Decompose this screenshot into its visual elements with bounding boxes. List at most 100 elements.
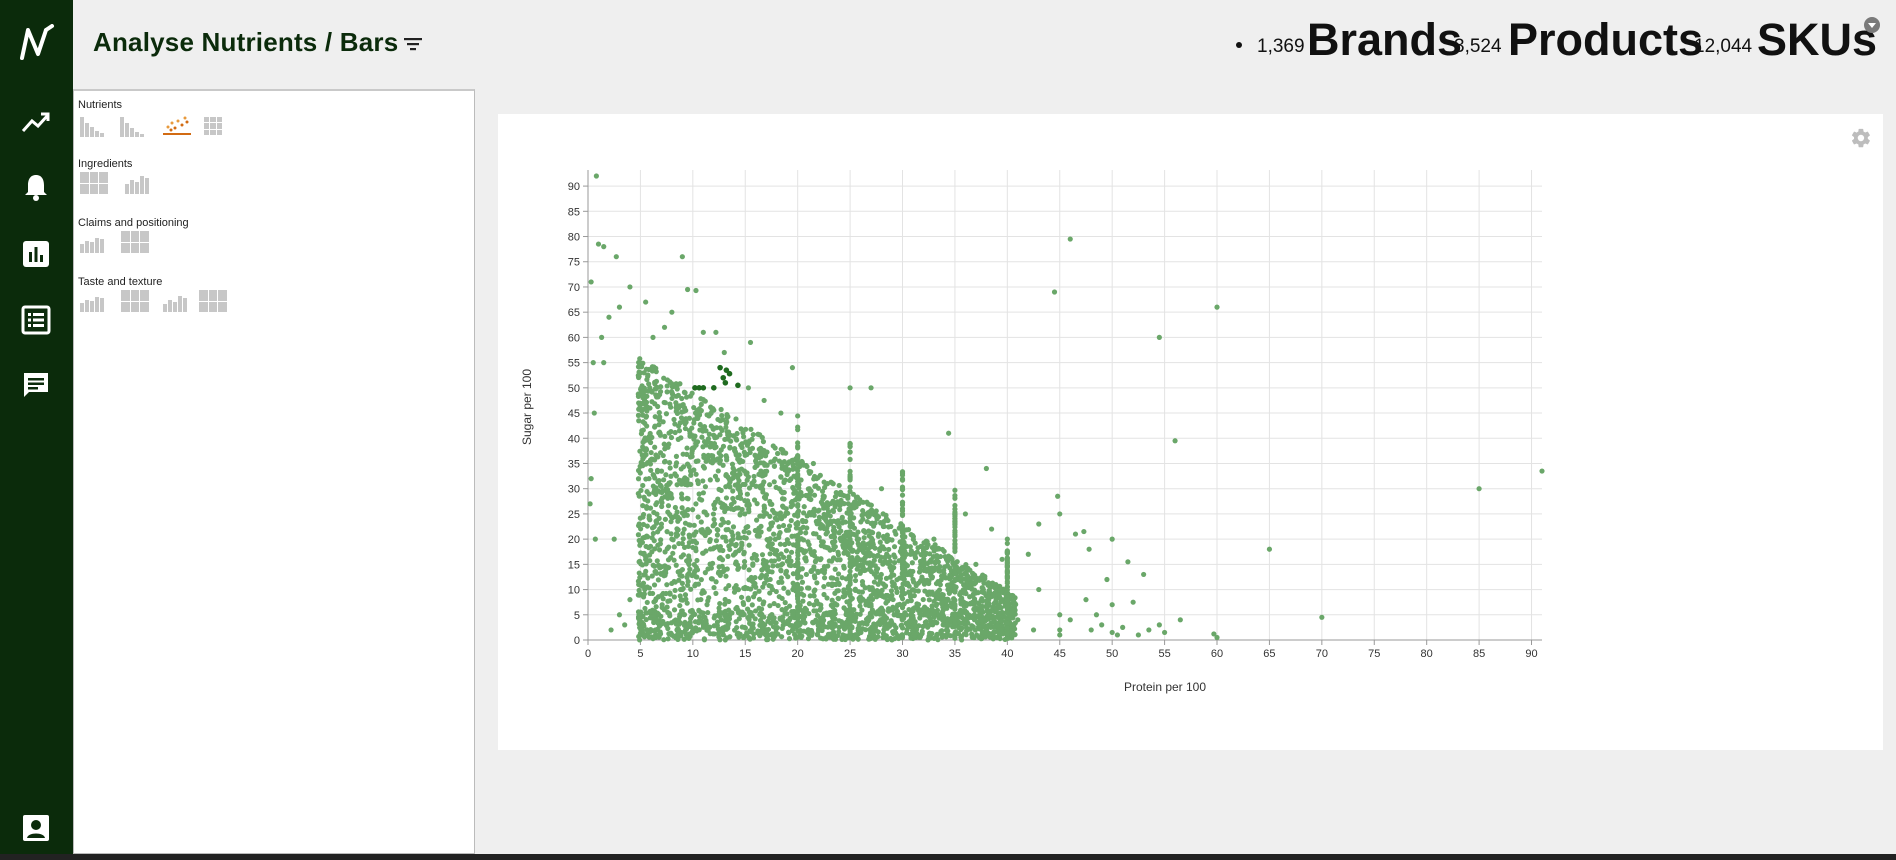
data-point [688,624,694,630]
data-point [719,557,726,563]
chat-icon[interactable] [10,363,62,407]
user-icon[interactable] [10,806,62,850]
bar-chart-thumbnail[interactable] [80,290,108,312]
bar-chart-thumbnail[interactable] [163,290,191,312]
data-point [642,633,648,639]
highlighted-data-point[interactable] [726,370,733,377]
data-point [725,414,731,420]
data-point [653,378,660,384]
data-point [641,550,647,556]
grid-chart-thumbnail[interactable] [204,117,222,135]
data-point [866,636,872,642]
list-icon[interactable] [10,298,62,342]
data-point [742,511,748,517]
data-point [647,505,654,511]
data-point [641,494,647,500]
data-point [694,557,700,564]
grid-chart-thumbnail[interactable] [80,172,108,194]
highlighted-data-point[interactable] [692,385,698,391]
x-tick-label: 80 [1421,648,1433,660]
data-point [839,575,845,581]
highlighted-data-point[interactable] [696,385,702,391]
data-point [899,484,906,490]
y-tick-label: 90 [568,181,580,193]
data-point [759,552,766,558]
data-point [795,564,801,570]
bell-icon[interactable] [10,165,62,209]
data-point [656,410,662,416]
data-point [739,506,745,513]
data-point [745,606,751,612]
trend-icon[interactable] [10,100,62,144]
data-point [811,492,818,498]
highlighted-data-point[interactable] [700,385,707,391]
data-point [749,602,755,608]
bar-chart-thumbnail[interactable] [80,231,108,253]
products-count: 3,524 [1454,36,1502,57]
data-point [866,584,872,591]
data-point [821,613,827,619]
data-point [835,549,841,555]
chart-grid [587,170,1542,641]
grid-chart-thumbnail[interactable] [121,231,149,253]
bar-chart-icon[interactable] [10,232,62,276]
data-point [684,574,690,581]
highlighted-data-point[interactable] [720,374,727,381]
data-point [805,636,812,642]
data-point [830,546,837,553]
data-point [988,620,994,626]
data-point [781,585,787,591]
data-point [768,558,775,564]
data-point [665,598,671,604]
highlighted-data-point[interactable] [722,379,729,386]
data-point [767,482,773,488]
grid-chart-thumbnail[interactable] [121,290,149,312]
data-point [664,582,670,588]
data-point [754,462,760,469]
data-point [687,608,694,614]
data-point [1114,632,1121,638]
logo-icon[interactable] [10,22,62,66]
data-point [1057,511,1063,517]
data-point [767,551,773,557]
data-point [643,610,649,616]
bar-chart-thumbnail[interactable] [80,115,108,137]
data-point [959,599,965,606]
data-point [678,597,684,603]
data-point [795,568,801,574]
scatter-chart-thumbnail-active[interactable] [163,113,191,135]
data-point [668,630,674,636]
data-point [1072,531,1079,537]
bullet-icon [1236,42,1242,48]
data-point [1130,599,1136,605]
data-point [668,531,674,537]
gear-icon[interactable] [1850,127,1872,149]
account-menu-icon[interactable] [1864,17,1880,33]
bar-chart-thumbnail[interactable] [125,172,153,194]
data-point [857,603,863,609]
data-point [1030,627,1037,633]
data-point [830,508,837,515]
filter-icon[interactable] [402,33,424,55]
data-point [746,501,752,507]
data-point [729,610,735,616]
data-point [681,408,687,414]
bar-chart-thumbnail[interactable] [120,115,148,137]
data-point [682,520,689,526]
data-point [824,595,830,601]
highlighted-data-point[interactable] [717,364,723,371]
highlighted-data-point[interactable] [735,382,741,389]
data-point [734,437,740,443]
data-point [805,627,811,633]
data-point [1156,622,1162,628]
data-point [847,520,853,526]
data-point [696,491,702,497]
data-point [952,495,958,501]
data-point [641,370,647,376]
data-point [616,612,623,618]
highlighted-data-point[interactable] [711,385,717,391]
data-point [741,585,747,591]
grid-chart-thumbnail[interactable] [199,290,227,312]
data-point [747,620,753,626]
data-point [745,615,751,621]
